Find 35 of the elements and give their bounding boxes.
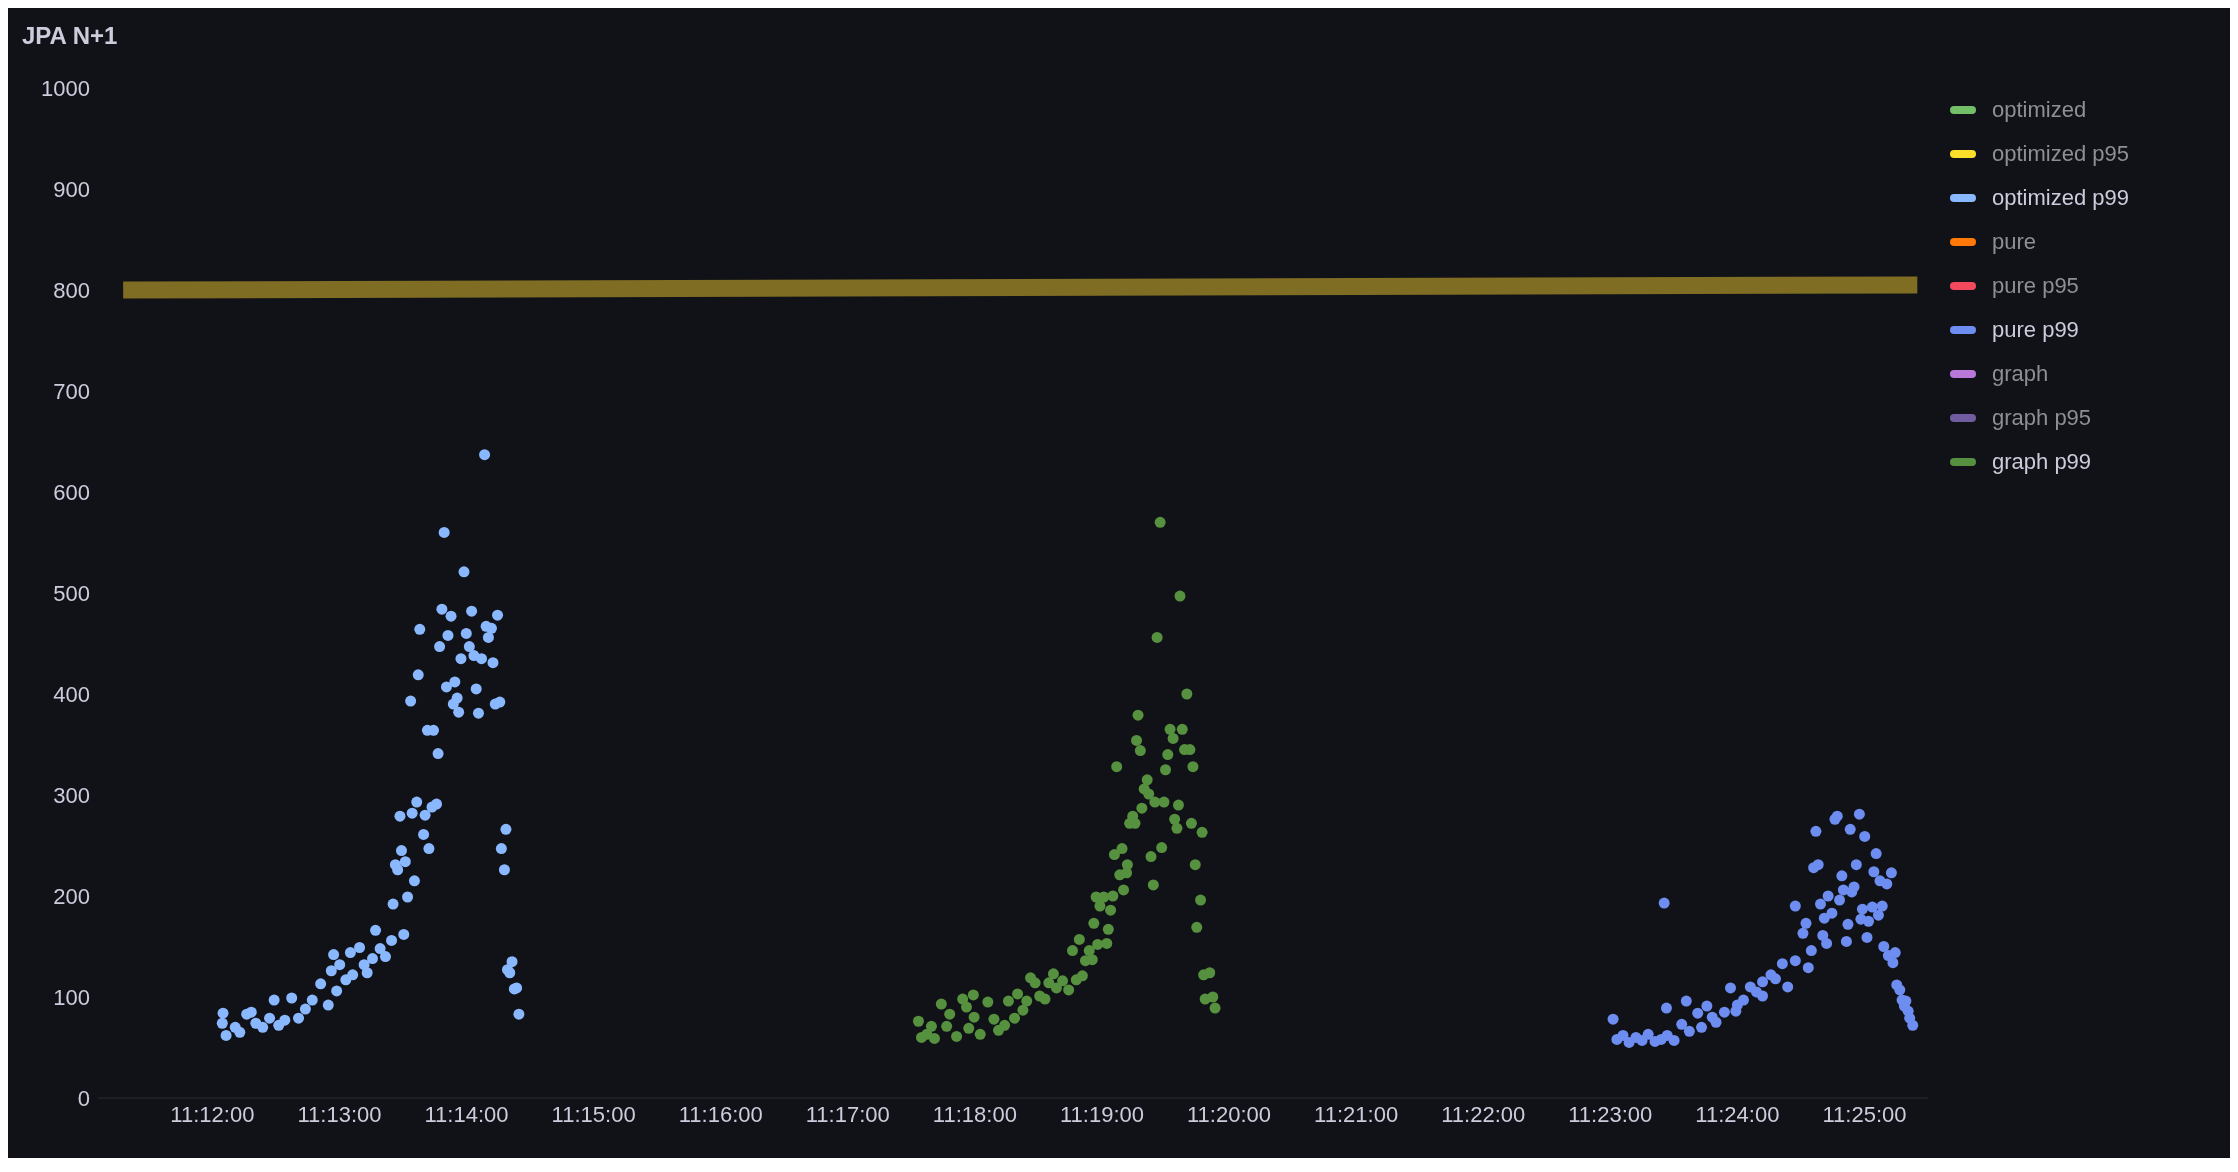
legend-label: optimized bbox=[1992, 97, 2087, 123]
y-tick-label: 500 bbox=[53, 580, 90, 606]
legend-label: pure p99 bbox=[1992, 317, 2079, 343]
x-tick-label: 11:25:00 bbox=[1822, 1101, 1907, 1127]
y-tick-label: 800 bbox=[53, 277, 90, 303]
legend-label: pure p95 bbox=[1992, 273, 2079, 299]
y-tick-label: 900 bbox=[53, 176, 90, 202]
legend-label: graph p99 bbox=[1992, 449, 2092, 475]
x-tick-label: 11:15:00 bbox=[551, 1101, 636, 1127]
legend-label: graph p95 bbox=[1992, 405, 2092, 431]
legend-label: graph bbox=[1992, 361, 2049, 387]
x-tick-label: 11:12:00 bbox=[170, 1101, 255, 1127]
y-tick-label: 300 bbox=[53, 782, 90, 808]
y-tick-label: 200 bbox=[53, 883, 90, 909]
x-tick-label: 11:13:00 bbox=[297, 1101, 382, 1127]
x-tick-label: 11:16:00 bbox=[678, 1101, 763, 1127]
x-tick-label: 11:23:00 bbox=[1568, 1101, 1653, 1127]
y-tick-label: 400 bbox=[53, 681, 90, 707]
legend-label: optimized p99 bbox=[1992, 185, 2129, 211]
x-tick-label: 11:20:00 bbox=[1187, 1101, 1272, 1127]
y-tick-label: 700 bbox=[53, 378, 90, 404]
y-tick-label: 600 bbox=[53, 479, 90, 505]
x-tick-label: 11:19:00 bbox=[1059, 1101, 1144, 1127]
x-tick-label: 11:17:00 bbox=[805, 1101, 890, 1127]
x-tick-label: 11:14:00 bbox=[424, 1101, 509, 1127]
y-tick-label: 100 bbox=[53, 984, 90, 1010]
x-tick-label: 11:21:00 bbox=[1314, 1101, 1399, 1127]
chart-title: JPA N+1 bbox=[22, 22, 118, 50]
legend-label: pure bbox=[1992, 229, 2037, 255]
x-tick-label: 11:18:00 bbox=[932, 1101, 1017, 1127]
x-tick-label: 11:24:00 bbox=[1695, 1101, 1780, 1127]
x-tick-label: 11:22:00 bbox=[1441, 1101, 1526, 1127]
legend-label: optimized p95 bbox=[1992, 141, 2129, 167]
y-tick-label: 1000 bbox=[41, 75, 90, 101]
y-tick-label: 0 bbox=[77, 1085, 90, 1111]
